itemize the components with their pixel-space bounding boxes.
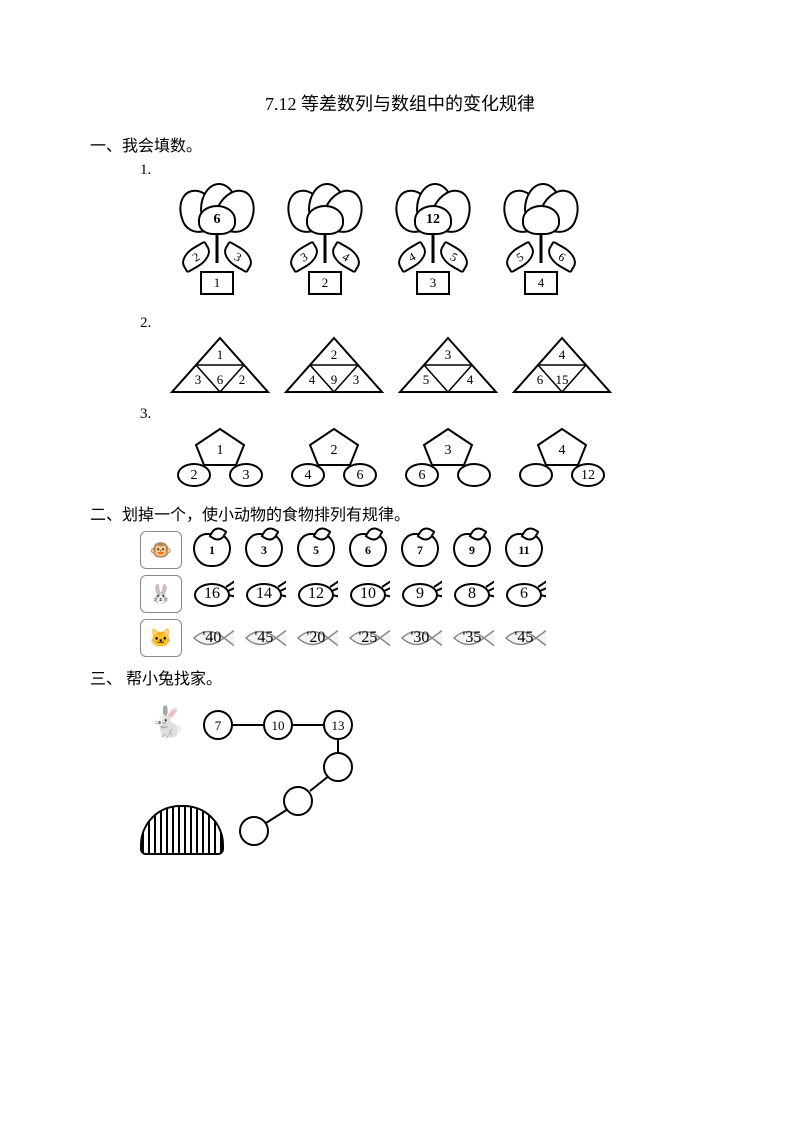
- flower-2-box: 2: [308, 271, 342, 295]
- svg-text:4: 4: [467, 372, 474, 387]
- flower-2-leaf-left: 3: [285, 240, 323, 273]
- fish-6: '35: [450, 620, 494, 656]
- section-2-heading: 二、划掉一个，使小动物的食物排列有规律。: [90, 501, 710, 525]
- fish-3: '20: [294, 620, 338, 656]
- monkey-icon: 🐵: [140, 531, 182, 569]
- flower-3-leaf-left: 4: [393, 240, 431, 273]
- flower-4: 5 6 4: [494, 183, 588, 303]
- q1-row: 6 2 3 1 3 4 2 12 4 5 3 5: [170, 183, 710, 303]
- flower-3: 12 4 5 3: [386, 183, 480, 303]
- svg-text:12: 12: [581, 468, 595, 483]
- flower-1-center: 6: [198, 205, 236, 235]
- svg-text:1: 1: [217, 347, 224, 362]
- pent-4: 4 12: [512, 427, 612, 489]
- pent-2: 2 4 6: [284, 427, 384, 489]
- peach-3: 5: [294, 532, 338, 568]
- q2-number: 2.: [140, 315, 710, 332]
- carrot-1: 16: [190, 576, 234, 612]
- fish-1: '40: [190, 620, 234, 656]
- svg-text:4: 4: [309, 372, 316, 387]
- flower-2-leaf-right: 4: [327, 240, 365, 273]
- page-title: 7.12 等差数列与数组中的变化规律: [90, 90, 710, 116]
- svg-text:13: 13: [332, 718, 345, 733]
- peach-2: 3: [242, 532, 286, 568]
- q3-number: 3.: [140, 406, 710, 423]
- svg-text:3: 3: [353, 372, 360, 387]
- flower-4-center: [522, 205, 560, 235]
- fish-7: '45: [502, 620, 546, 656]
- peach-4: 6: [346, 532, 390, 568]
- svg-text:6: 6: [357, 468, 364, 483]
- svg-text:10: 10: [272, 718, 285, 733]
- pent-3: 3 6: [398, 427, 498, 489]
- fish-4: '25: [346, 620, 390, 656]
- q2-row: 1 3 6 2 2 4 9 3: [170, 336, 710, 394]
- svg-text:3: 3: [195, 372, 202, 387]
- svg-text:6: 6: [217, 372, 224, 387]
- carrot-4: 10: [346, 576, 390, 612]
- cat-icon: 🐱: [140, 619, 182, 657]
- carrot-3: 12: [294, 576, 338, 612]
- flower-1-box: 1: [200, 271, 234, 295]
- q1-number: 1.: [140, 162, 710, 179]
- flower-1-leaf-left: 2: [177, 240, 215, 273]
- svg-text:4: 4: [559, 443, 566, 458]
- svg-text:3: 3: [243, 468, 250, 483]
- peach-1: 1: [190, 532, 234, 568]
- flower-1-leaf-right: 3: [219, 240, 257, 273]
- svg-text:2: 2: [331, 347, 338, 362]
- carrot-2: 14: [242, 576, 286, 612]
- section-1-heading: 一、我会填数。: [90, 132, 710, 156]
- svg-text:3: 3: [445, 443, 452, 458]
- bunny-icon: 🐇: [140, 695, 196, 749]
- fish-5: '30: [398, 620, 442, 656]
- rabbit-path: 🐇 7 10 13: [140, 695, 440, 855]
- svg-text:2: 2: [331, 443, 338, 458]
- peach-6: 9: [450, 532, 494, 568]
- carrot-6: 8: [450, 576, 494, 612]
- flower-4-leaf-left: 5: [501, 240, 539, 273]
- flower-4-leaf-right: 6: [543, 240, 581, 273]
- flower-4-box: 4: [524, 271, 558, 295]
- fish-2: '45: [242, 620, 286, 656]
- svg-text:4: 4: [305, 468, 312, 483]
- svg-text:6: 6: [537, 372, 544, 387]
- triangle-2: 2 4 9 3: [284, 336, 384, 394]
- flower-1: 6 2 3 1: [170, 183, 264, 303]
- section-3-heading: 三、 帮小兔找家。: [90, 665, 710, 689]
- triangle-3: 3 5 4: [398, 336, 498, 394]
- flower-2: 3 4 2: [278, 183, 372, 303]
- triangle-4: 4 6 15: [512, 336, 612, 394]
- flower-2-center: [306, 205, 344, 235]
- svg-text:4: 4: [559, 347, 566, 362]
- svg-text:7: 7: [215, 718, 222, 733]
- q3-row: 1 2 3 2 4 6 3 6: [170, 427, 710, 489]
- food-row-monkey: 🐵 1 3 5 6 7 9 11: [140, 531, 710, 569]
- svg-text:2: 2: [239, 372, 246, 387]
- svg-text:9: 9: [331, 372, 338, 387]
- food-row-rabbit: 🐰 16 14 12 10 9 8 6: [140, 575, 710, 613]
- svg-text:3: 3: [445, 347, 452, 362]
- rabbit-icon: 🐰: [140, 575, 182, 613]
- peach-7: 11: [502, 532, 546, 568]
- svg-text:6: 6: [419, 468, 426, 483]
- svg-text:5: 5: [423, 372, 430, 387]
- peach-5: 7: [398, 532, 442, 568]
- food-row-cat: 🐱 '40 '45 '20 '25 '30 '35 '45: [140, 619, 710, 657]
- svg-text:2: 2: [191, 468, 198, 483]
- svg-text:15: 15: [556, 372, 569, 387]
- carrot-5: 9: [398, 576, 442, 612]
- flower-3-box: 3: [416, 271, 450, 295]
- flower-3-leaf-right: 5: [435, 240, 473, 273]
- flower-3-center: 12: [414, 205, 452, 235]
- carrot-7: 6: [502, 576, 546, 612]
- triangle-1: 1 3 6 2: [170, 336, 270, 394]
- svg-text:1: 1: [217, 443, 224, 458]
- pent-1: 1 2 3: [170, 427, 270, 489]
